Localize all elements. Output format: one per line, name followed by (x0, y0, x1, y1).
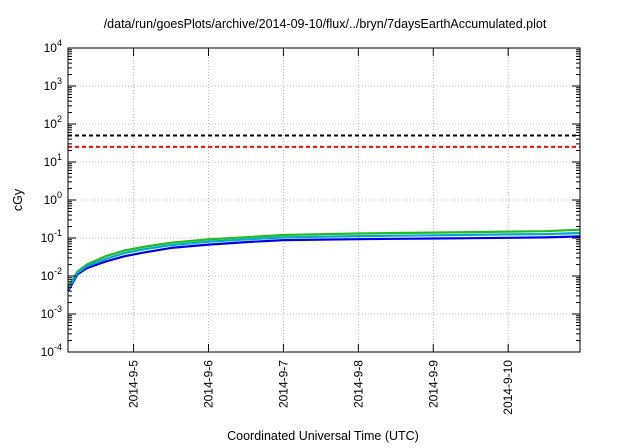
x-tick-label: 2014-9-8 (351, 360, 365, 408)
x-tick-label: 2014-9-5 (127, 360, 141, 408)
x-tick-labels: 2014-9-5 2014-9-6 2014-9-7 2014-9-8 2014-9-9… (127, 360, 516, 415)
y-tick-label: 10-2 (41, 266, 62, 283)
tick-layer (68, 47, 580, 353)
x-tick-label: 2014-9-9 (426, 360, 440, 408)
x-axis-title: Coordinated Universal Time (UTC) (227, 429, 419, 443)
chart-title: /data/run/goesPlots/archive/2014-09-10/f… (104, 17, 547, 31)
y-tick-label: 104 (44, 38, 62, 55)
y-tick-labels: 10-4 10-3 10-2 10-1 100 101 102 103 104 (41, 38, 62, 359)
y-tick-label: 101 (44, 152, 62, 169)
x-tick-label: 2014-9-10 (501, 360, 515, 415)
y-tick-label: 103 (44, 76, 62, 93)
y-tick-label: 100 (44, 190, 62, 207)
y-tick-label: 10-4 (41, 342, 62, 359)
x-tick-label: 2014-9-7 (276, 360, 290, 408)
y-tick-label: 10-1 (41, 228, 62, 245)
series-line (67, 235, 581, 292)
y-tick-label: 102 (44, 114, 62, 131)
series-layer (67, 228, 581, 292)
series-line (67, 228, 581, 288)
y-axis-title: cGy (11, 188, 25, 211)
x-tick-label: 2014-9-6 (201, 360, 215, 408)
series-line (67, 231, 581, 290)
y-tick-label: 10-3 (41, 304, 62, 321)
threshold-layer (68, 134, 580, 148)
